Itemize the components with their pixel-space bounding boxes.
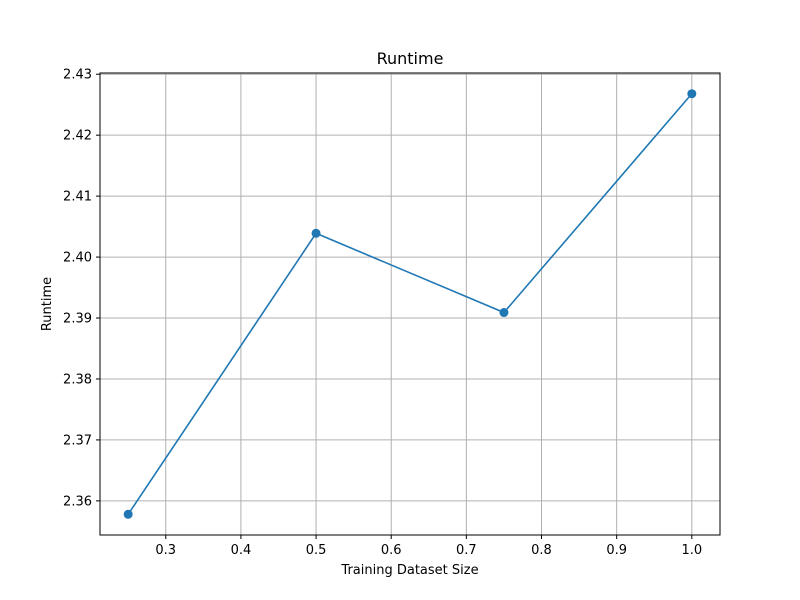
y-tick-label: 2.36 xyxy=(63,494,92,509)
data-point xyxy=(687,89,697,99)
series-line xyxy=(127,93,693,515)
series-group xyxy=(123,89,697,519)
y-tick-label: 2.42 xyxy=(63,129,92,144)
chart-title: Runtime xyxy=(377,49,444,68)
y-axis: 2.36 2.37 2.38 2.39 2.40 2.41 2.42 2.43 xyxy=(63,68,100,509)
y-tick-label: 2.43 xyxy=(63,68,92,83)
data-point xyxy=(499,308,509,318)
axes-frame xyxy=(99,72,721,536)
x-tick-label: 0.3 xyxy=(155,543,176,558)
y-tick-label: 2.37 xyxy=(63,433,92,448)
y-tick-label: 2.39 xyxy=(63,312,92,327)
y-axis-label: Runtime xyxy=(40,277,55,331)
x-tick-label: 0.6 xyxy=(381,543,402,558)
x-tick-label: 0.8 xyxy=(531,543,552,558)
x-axis-label: Training Dataset Size xyxy=(340,563,478,578)
y-tick-label: 2.41 xyxy=(63,190,92,205)
data-point xyxy=(123,509,133,519)
data-point xyxy=(311,228,321,238)
grid xyxy=(100,73,720,535)
x-tick-label: 1.0 xyxy=(681,543,702,558)
x-axis: 0.3 0.4 0.5 0.6 0.7 0.8 0.9 1.0 xyxy=(155,535,702,558)
y-tick-label: 2.38 xyxy=(63,372,92,387)
x-tick-label: 0.5 xyxy=(306,543,327,558)
x-tick-label: 0.7 xyxy=(456,543,477,558)
y-tick-label: 2.40 xyxy=(63,251,92,266)
x-tick-label: 0.9 xyxy=(606,543,627,558)
x-tick-label: 0.4 xyxy=(231,543,252,558)
